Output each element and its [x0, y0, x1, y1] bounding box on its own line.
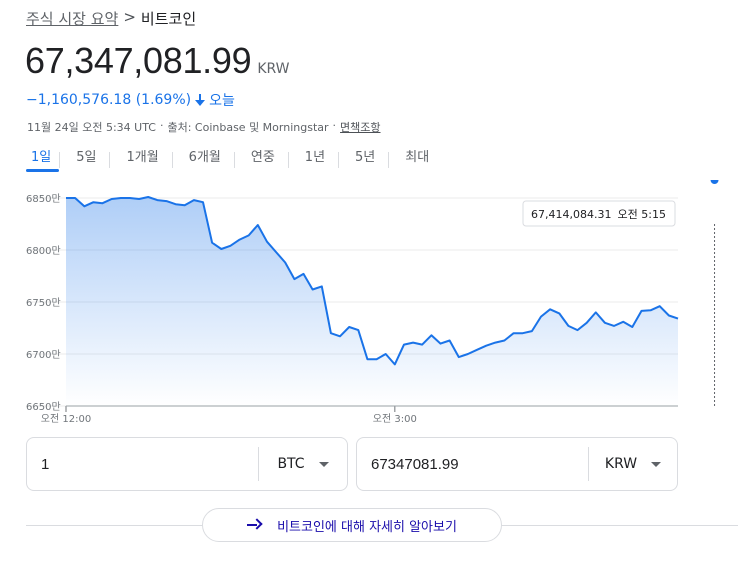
range-tabs: 1일 5일 1개월 6개월 연중 1년 5년 최대: [26, 147, 442, 173]
quote-meta: 11월 24일 오전 5:34 UTC · 출처: Coinbase 및 Mor…: [27, 119, 381, 135]
converter-to-input[interactable]: 67347081.99: [371, 455, 459, 473]
price-change-value: −1,160,576.18 (1.69%): [26, 92, 192, 108]
tab-1d[interactable]: 1일: [26, 148, 60, 172]
converter-divider: [258, 447, 259, 481]
price-row: 67,347,081.99 KRW: [25, 40, 290, 82]
breadcrumb-current: 비트코인: [140, 10, 197, 28]
tab-divider: [59, 152, 61, 168]
converter-divider: [588, 447, 589, 481]
y-tick-label: 6750만: [26, 297, 61, 309]
price-line: [66, 196, 679, 366]
caret-down-icon: [651, 461, 662, 467]
converter-from-input[interactable]: 1: [41, 455, 50, 473]
learn-more-button[interactable]: 비트코인에 대해 자세히 알아보기: [202, 508, 502, 542]
disclaimer-link[interactable]: 면책조항: [340, 121, 381, 134]
quote-timestamp: 11월 24일 오전 5:34 UTC: [27, 121, 156, 134]
tab-5y[interactable]: 5년: [355, 150, 376, 165]
tab-1m[interactable]: 1개월: [126, 150, 159, 165]
tooltip-time: 오전 5:15: [618, 208, 666, 221]
tab-5d[interactable]: 5일: [76, 150, 97, 165]
arrow-right-icon: [247, 519, 261, 531]
breadcrumb-market-summary-link[interactable]: 주식 시장 요약: [26, 10, 119, 28]
y-tick-label: 6850만: [26, 193, 61, 205]
price-change-row: −1,160,576.18 (1.69%) 오늘: [26, 90, 235, 110]
current-price: 67,347,081.99: [25, 40, 252, 81]
arrow-down-icon: [194, 93, 206, 107]
tab-1y[interactable]: 1년: [304, 150, 326, 165]
converter-from: 1 BTC: [26, 437, 348, 491]
converter-from-unit-select[interactable]: BTC: [259, 456, 347, 472]
y-tick-label: 6800만: [26, 245, 61, 257]
caret-down-icon: [318, 461, 329, 467]
quote-source: 출처: Coinbase 및 Morningstar: [167, 121, 329, 134]
tab-divider: [171, 152, 173, 168]
tab-max[interactable]: 최대: [405, 150, 430, 165]
meta-separator: ·: [332, 119, 337, 132]
y-tick-label: 6700만: [26, 349, 61, 361]
meta-separator: ·: [159, 119, 164, 132]
converter-to-unit-select[interactable]: KRW: [589, 456, 677, 472]
x-tick-label: 오전 12:00: [41, 413, 91, 425]
learn-more-label: 비트코인에 대해 자세히 알아보기: [277, 519, 457, 535]
y-tick-label: 6650만: [26, 401, 61, 413]
converter-to-unit: KRW: [604, 456, 638, 472]
tooltip-box: [522, 200, 676, 227]
x-tick-label: 오전 3:00: [373, 413, 417, 425]
tab-divider: [109, 152, 111, 168]
tab-6m[interactable]: 6개월: [188, 150, 221, 165]
breadcrumb-separator: >: [123, 8, 136, 26]
tab-divider: [233, 152, 235, 168]
price-chart[interactable]: 6850만 6800만 6750만 6700만 6650만 오전 12:00 오전 3:00…: [0, 176, 752, 430]
tooltip-value: 67,414,084.31: [531, 208, 611, 221]
tab-ytd[interactable]: 연중: [250, 150, 275, 165]
converter-to: 67347081.99 KRW: [356, 437, 678, 491]
price-change-period: 오늘: [209, 93, 235, 109]
tab-divider: [287, 152, 289, 168]
converter-from-unit: BTC: [277, 456, 305, 472]
price-area: [66, 197, 678, 406]
tab-divider: [388, 152, 390, 168]
price-currency: KRW: [257, 61, 290, 77]
breadcrumb: 주식 시장 요약 > 비트코인: [26, 8, 196, 29]
hover-point: [710, 176, 719, 184]
tab-divider: [338, 152, 340, 168]
